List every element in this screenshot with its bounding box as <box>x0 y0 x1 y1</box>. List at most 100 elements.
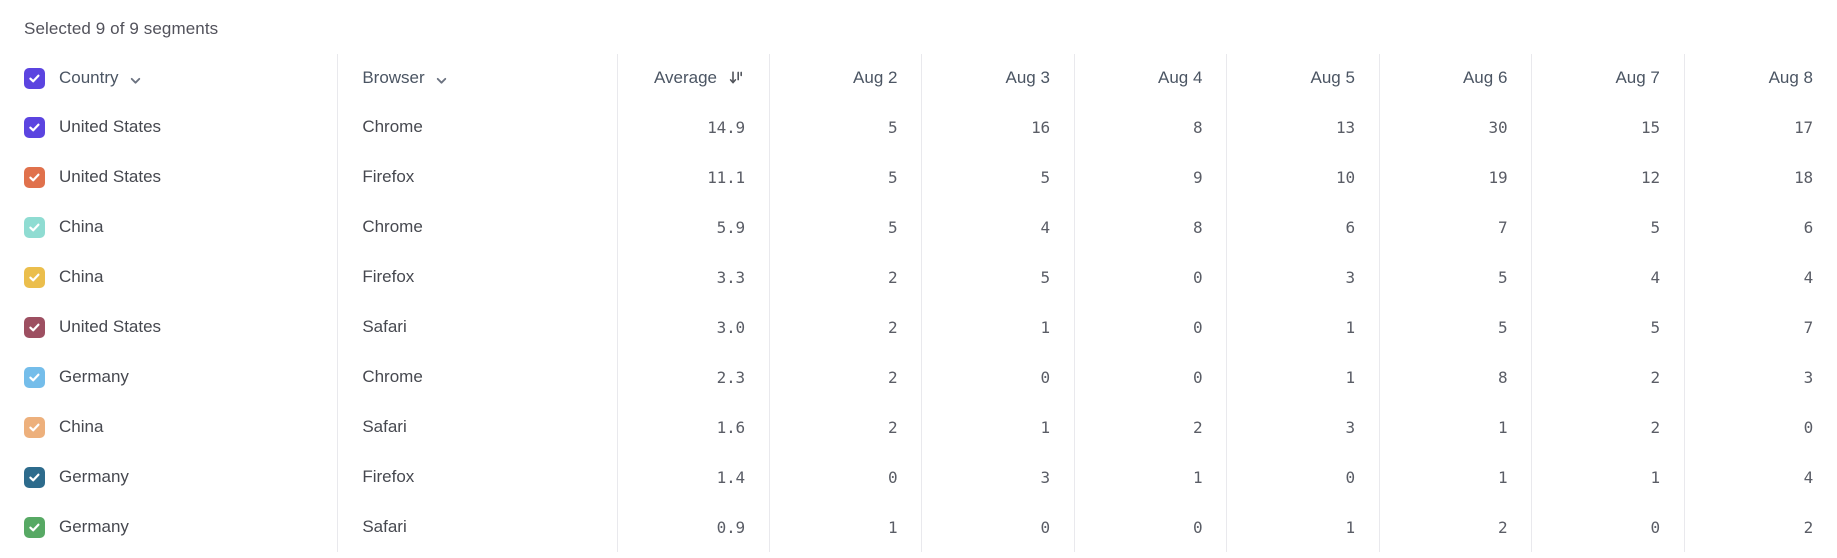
cell-aug8: 7 <box>1684 302 1837 352</box>
country-cell-group: United States <box>24 166 313 188</box>
cell-browser: Safari <box>337 502 618 552</box>
cell-aug4: 0 <box>1074 502 1228 552</box>
cell-average: 11.1 <box>617 152 770 202</box>
column-header-text: Aug 7 <box>1615 68 1660 87</box>
country-cell-group: China <box>24 266 313 288</box>
cell-aug3: 0 <box>921 502 1075 552</box>
segment-checkbox[interactable] <box>24 216 45 238</box>
table-row[interactable]: Germany Safari 0.9 1 0 0 1 2 0 2 <box>0 502 1837 552</box>
column-header-aug5[interactable]: Aug 5 <box>1226 54 1380 102</box>
cell-aug5: 6 <box>1226 202 1380 252</box>
cell-browser: Chrome <box>337 102 618 152</box>
cell-average: 5.9 <box>617 202 770 252</box>
cell-aug6: 19 <box>1379 152 1533 202</box>
segment-checkbox[interactable] <box>24 516 45 538</box>
segment-checkbox[interactable] <box>24 416 45 438</box>
column-header-browser[interactable]: Browser <box>337 54 618 102</box>
cell-aug7: 12 <box>1531 152 1685 202</box>
column-header-aug3[interactable]: Aug 3 <box>921 54 1075 102</box>
table-head: Country Browser Average Aug 2 Aug 3 Aug 4 Aug … <box>0 54 1837 102</box>
segment-checkbox[interactable] <box>24 166 45 188</box>
cell-aug5: 3 <box>1226 252 1380 302</box>
cell-average: 2.3 <box>617 352 770 402</box>
header-country-group: Country <box>24 67 313 89</box>
cell-aug3: 5 <box>921 152 1075 202</box>
column-header-aug7[interactable]: Aug 7 <box>1531 54 1685 102</box>
segment-checkbox[interactable] <box>24 116 45 138</box>
table-row[interactable]: China Firefox 3.3 2 5 0 3 5 4 4 <box>0 252 1837 302</box>
cell-browser: Chrome <box>337 202 618 252</box>
cell-aug4: 8 <box>1074 102 1228 152</box>
cell-aug7: 0 <box>1531 502 1685 552</box>
cell-aug8: 4 <box>1684 452 1837 502</box>
country-cell-group: United States <box>24 316 313 338</box>
column-header-text: Aug 8 <box>1768 68 1813 87</box>
table-row[interactable]: Germany Firefox 1.4 0 3 1 0 1 1 4 <box>0 452 1837 502</box>
cell-aug2: 5 <box>769 202 923 252</box>
cell-browser: Firefox <box>337 152 618 202</box>
column-header-label: Aug 6 <box>1463 68 1507 88</box>
cell-aug3: 0 <box>921 352 1075 402</box>
cell-browser: Chrome <box>337 352 618 402</box>
cell-aug6: 1 <box>1379 402 1533 452</box>
segment-checkbox[interactable] <box>24 366 45 388</box>
column-header-aug6[interactable]: Aug 6 <box>1379 54 1533 102</box>
cell-aug4: 0 <box>1074 352 1228 402</box>
cell-aug8: 3 <box>1684 352 1837 402</box>
cell-aug4: 0 <box>1074 252 1228 302</box>
column-header-label: Aug 8 <box>1769 68 1813 88</box>
column-header-country[interactable]: Country <box>0 54 339 102</box>
country-label: Germany <box>59 467 129 486</box>
segments-grid: Country Browser Average Aug 2 Aug 3 Aug 4 Aug … <box>0 54 1837 558</box>
cell-aug3: 1 <box>921 402 1075 452</box>
table-row[interactable]: United States Firefox 11.1 5 5 9 10 19 12 18 <box>0 152 1837 202</box>
column-header-aug2[interactable]: Aug 2 <box>769 54 923 102</box>
table-row[interactable]: United States Safari 3.0 2 1 0 1 5 5 7 <box>0 302 1837 352</box>
cell-aug2: 0 <box>769 452 923 502</box>
column-header-text: Aug 5 <box>1310 68 1355 87</box>
cell-aug4: 0 <box>1074 302 1228 352</box>
table-row[interactable]: Germany Chrome 2.3 2 0 0 1 8 2 3 <box>0 352 1837 402</box>
cell-browser: Safari <box>337 402 618 452</box>
country-label: China <box>59 417 104 436</box>
cell-aug5: 0 <box>1226 452 1380 502</box>
cell-aug3: 16 <box>921 102 1075 152</box>
table-header-row: Country Browser Average Aug 2 Aug 3 Aug 4 Aug … <box>0 54 1837 102</box>
cell-aug3: 5 <box>921 252 1075 302</box>
cell-aug7: 4 <box>1531 252 1685 302</box>
cell-average: 0.9 <box>617 502 770 552</box>
cell-country: United States <box>0 302 339 352</box>
chevron-down-icon[interactable] <box>435 72 448 85</box>
cell-aug6: 1 <box>1379 452 1533 502</box>
segment-checkbox[interactable] <box>24 266 45 288</box>
cell-aug8: 0 <box>1684 402 1837 452</box>
cell-aug4: 9 <box>1074 152 1228 202</box>
country-label: United States <box>59 167 162 186</box>
select-all-checkbox[interactable] <box>24 67 45 89</box>
table-row[interactable]: China Chrome 5.9 5 4 8 6 7 5 6 <box>0 202 1837 252</box>
cell-aug7: 2 <box>1531 402 1685 452</box>
segment-checkbox[interactable] <box>24 316 45 338</box>
cell-aug2: 5 <box>769 152 923 202</box>
column-header-label: Aug 3 <box>1006 68 1050 88</box>
cell-aug7: 5 <box>1531 202 1685 252</box>
country-cell-group: United States <box>24 116 313 138</box>
table-row[interactable]: United States Chrome 14.9 5 16 8 13 30 15 17 <box>0 102 1837 152</box>
table-row[interactable]: China Safari 1.6 2 1 2 3 1 2 0 <box>0 402 1837 452</box>
cell-aug2: 2 <box>769 302 923 352</box>
column-header-aug8[interactable]: Aug 8 <box>1684 54 1837 102</box>
country-cell-group: Germany <box>24 516 313 538</box>
cell-aug5: 3 <box>1226 402 1380 452</box>
country-cell-group: China <box>24 216 313 238</box>
cell-browser: Safari <box>337 302 618 352</box>
column-header-average[interactable]: Average <box>617 54 770 102</box>
chevron-down-icon[interactable] <box>129 72 142 85</box>
segment-checkbox[interactable] <box>24 466 45 488</box>
cell-aug3: 4 <box>921 202 1075 252</box>
cell-aug5: 13 <box>1226 102 1380 152</box>
cell-aug2: 5 <box>769 102 923 152</box>
country-cell-group: Germany <box>24 366 313 388</box>
column-header-aug4[interactable]: Aug 4 <box>1074 54 1228 102</box>
sort-descending-icon[interactable] <box>729 70 745 86</box>
cell-aug6: 7 <box>1379 202 1533 252</box>
